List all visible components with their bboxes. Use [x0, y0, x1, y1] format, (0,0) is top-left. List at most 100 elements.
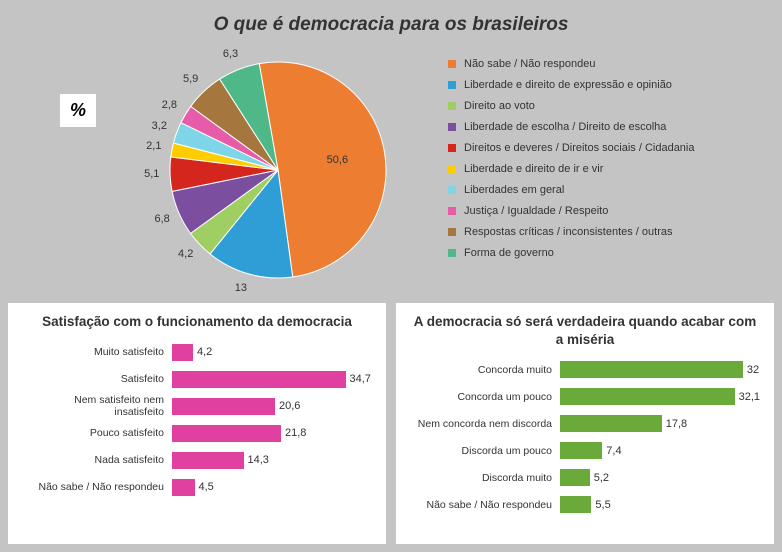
pie-legend: Não sabe / Não respondeu Liberdade e dire…	[448, 58, 778, 268]
bar-value: 20,6	[279, 400, 300, 412]
legend-item: Liberdades em geral	[448, 184, 778, 196]
pie-value-label: 4,2	[178, 248, 193, 260]
legend-swatch	[448, 60, 456, 68]
percent-symbol-box: %	[60, 94, 96, 127]
legend-swatch	[448, 228, 456, 236]
bar-value: 32,1	[739, 391, 760, 403]
legend-item: Direito ao voto	[448, 100, 778, 112]
legend-swatch	[448, 144, 456, 152]
legend-item: Forma de governo	[448, 247, 778, 259]
main-title: O que é democracia para os brasileiros	[8, 14, 774, 36]
bar-value: 4,2	[197, 346, 212, 358]
legend-item: Não sabe / Não respondeu	[448, 58, 778, 70]
bottom-panels: Satisfação com o funcionamento da democr…	[8, 303, 774, 544]
legend-item: Direitos e deveres / Direitos sociais / …	[448, 142, 778, 154]
legend-swatch	[448, 102, 456, 110]
legend-swatch	[448, 123, 456, 131]
legend-swatch	[448, 81, 456, 89]
pie-value-label: 6,8	[154, 213, 169, 225]
legend-label: Liberdade e direito de expressão e opini…	[464, 79, 672, 91]
bar	[560, 496, 591, 513]
bar-row: Discorda um pouco 7,4	[410, 437, 760, 464]
bar	[172, 425, 281, 442]
panel-title-right: A democracia só será verdadeira quando a…	[410, 313, 760, 348]
bar-row: Não sabe / Não respondeu 4,5	[22, 474, 372, 501]
pie-value-label: 6,3	[223, 48, 238, 60]
legend-swatch	[448, 186, 456, 194]
bar-label: Discorda muito	[410, 472, 560, 484]
legend-swatch	[448, 207, 456, 215]
bar-row: Concorda muito 32	[410, 356, 760, 383]
pie-chart: 50,6134,26,85,12,13,22,85,96,3	[158, 50, 398, 290]
bar	[560, 388, 735, 405]
pie-value-label: 5,1	[144, 168, 159, 180]
bar-row: Não sabe / Não respondeu 5,5	[410, 491, 760, 518]
bar	[172, 452, 244, 469]
pie-value-label: 13	[235, 282, 247, 294]
bar-row: Satisfeito 34,7	[22, 366, 372, 393]
bar-row: Nem concorda nem discorda 17,8	[410, 410, 760, 437]
bar-label: Discorda um pouco	[410, 445, 560, 457]
bar-label: Pouco satisfeito	[22, 427, 172, 439]
bar-label: Concorda muito	[410, 364, 560, 376]
bar-value: 17,8	[666, 418, 687, 430]
bar	[560, 442, 602, 459]
agreement-panel: A democracia só será verdadeira quando a…	[396, 303, 774, 544]
bar-value: 7,4	[606, 445, 621, 457]
bar	[560, 361, 743, 378]
bar-label: Nada satisfeito	[22, 454, 172, 466]
bar-chart-left: Muito satisfeito 4,2 Satisfeito 34,7 Nem sat…	[22, 339, 372, 514]
bar-row: Nada satisfeito 14,3	[22, 447, 372, 474]
bar-value: 4,5	[199, 481, 214, 493]
pie-value-label: 2,8	[162, 99, 177, 111]
bar-row: Concorda um pouco 32,1	[410, 383, 760, 410]
bar-value: 21,8	[285, 427, 306, 439]
legend-label: Liberdade de escolha / Direito de escolh…	[464, 121, 666, 133]
bar-row: Pouco satisfeito 21,8	[22, 420, 372, 447]
bar-row: Muito satisfeito 4,2	[22, 339, 372, 366]
legend-item: Liberdade e direito de expressão e opini…	[448, 79, 778, 91]
legend-label: Direito ao voto	[464, 100, 535, 112]
legend-label: Respostas críticas / inconsistentes / ou…	[464, 226, 672, 238]
legend-swatch	[448, 165, 456, 173]
bar-label: Não sabe / Não respondeu	[410, 499, 560, 511]
bar-value: 14,3	[248, 454, 269, 466]
bar-value: 5,2	[594, 472, 609, 484]
satisfaction-panel: Satisfação com o funcionamento da democr…	[8, 303, 386, 544]
bar-label: Não sabe / Não respondeu	[22, 481, 172, 493]
bar	[172, 344, 193, 361]
legend-item: Respostas críticas / inconsistentes / ou…	[448, 226, 778, 238]
bar-value: 5,5	[595, 499, 610, 511]
bar	[560, 469, 590, 486]
bar-chart-right: Concorda muito 32 Concorda um pouco 32,1 Nem…	[410, 356, 760, 531]
bar	[560, 415, 662, 432]
panel-title-left: Satisfação com o funcionamento da democr…	[22, 313, 372, 331]
legend-swatch	[448, 249, 456, 257]
bar-label: Concorda um pouco	[410, 391, 560, 403]
bar-value: 34,7	[350, 373, 371, 385]
pie-value-label: 50,6	[327, 154, 348, 166]
bar	[172, 371, 346, 388]
top-panel: O que é democracia para os brasileiros %…	[8, 8, 774, 298]
legend-label: Liberdade e direito de ir e vir	[464, 163, 603, 175]
legend-item: Liberdade de escolha / Direito de escolh…	[448, 121, 778, 133]
pie-value-label: 3,2	[152, 120, 167, 132]
bar-value: 32	[747, 364, 759, 376]
bar-label: Nem concorda nem discorda	[410, 418, 560, 430]
legend-label: Forma de governo	[464, 247, 554, 259]
bar-label: Muito satisfeito	[22, 346, 172, 358]
legend-label: Não sabe / Não respondeu	[464, 58, 595, 70]
legend-item: Liberdade e direito de ir e vir	[448, 163, 778, 175]
legend-item: Justiça / Igualdade / Respeito	[448, 205, 778, 217]
pie-value-label: 5,9	[183, 73, 198, 85]
pie-value-label: 2,1	[146, 140, 161, 152]
bar	[172, 479, 195, 496]
bar	[172, 398, 275, 415]
legend-label: Direitos e deveres / Direitos sociais / …	[464, 142, 695, 154]
legend-label: Liberdades em geral	[464, 184, 564, 196]
bar-row: Nem satisfeito nem insatisfeito 20,6	[22, 393, 372, 420]
legend-label: Justiça / Igualdade / Respeito	[464, 205, 608, 217]
bar-row: Discorda muito 5,2	[410, 464, 760, 491]
bar-label: Satisfeito	[22, 373, 172, 385]
bar-label: Nem satisfeito nem insatisfeito	[22, 394, 172, 418]
